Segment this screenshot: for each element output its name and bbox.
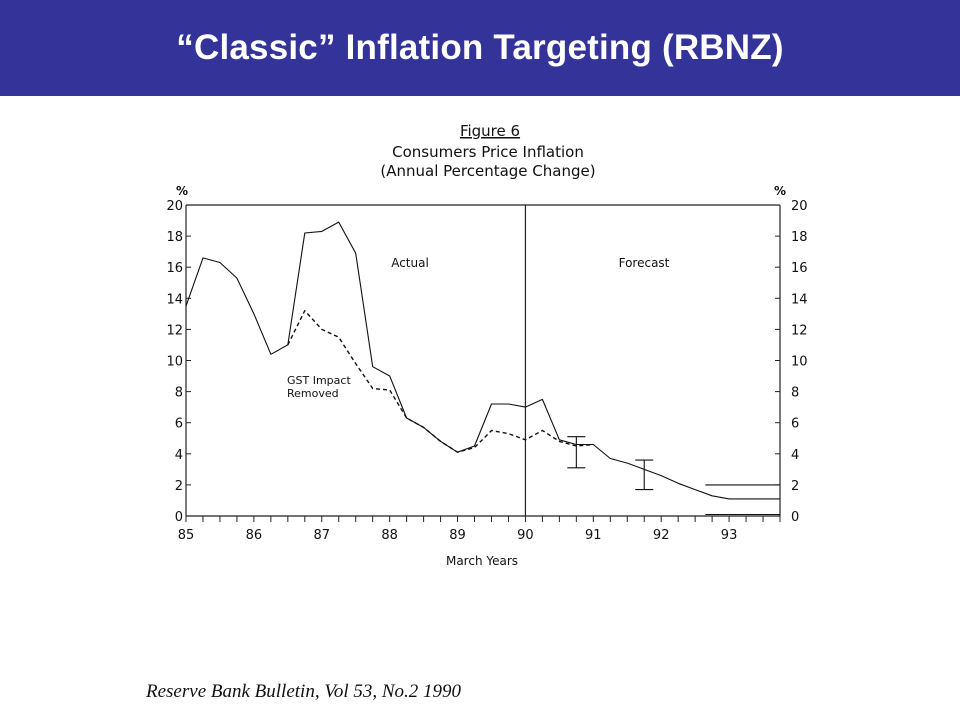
right-axis-unit: % [774, 184, 786, 198]
forecast-label: Forecast [619, 256, 670, 270]
x-tick-label: 85 [178, 528, 195, 543]
x-tick-label: 89 [449, 528, 466, 543]
y-tick-label-right: 6 [791, 417, 799, 432]
x-tick-label: 92 [653, 528, 670, 543]
x-axis-label: March Years [446, 554, 518, 568]
y-tick-label-right: 16 [791, 261, 808, 276]
y-tick-label-left: 18 [166, 230, 183, 245]
y-tick-label-right: 14 [791, 292, 808, 307]
y-tick-label-left: 0 [175, 510, 183, 525]
actual-label: Actual [391, 256, 429, 270]
y-tick-label-right: 12 [791, 323, 808, 338]
y-tick-label-right: 4 [791, 448, 799, 463]
slide-title: “Classic” Inflation Targeting (RBNZ) [176, 28, 784, 67]
y-tick-label-left: 14 [166, 292, 183, 307]
source-citation: Reserve Bank Bulletin, Vol 53, No.2 1990 [146, 681, 462, 702]
y-tick-label-right: 2 [791, 479, 799, 494]
gst-removed-line [287, 310, 594, 453]
y-tick-label-left: 2 [175, 479, 183, 494]
actual-line [185, 221, 780, 500]
gst-label-line1: GST Impact [287, 374, 351, 387]
y-tick-label-right: 8 [791, 386, 799, 401]
y-tick-label-left: 10 [166, 355, 183, 370]
chart-title: Consumers Price Inflation [392, 143, 584, 161]
x-tick-label: 88 [381, 528, 398, 543]
x-tick-label: 90 [517, 528, 534, 543]
x-tick-label: 93 [721, 528, 738, 543]
y-tick-label-left: 16 [166, 261, 183, 276]
y-tick-label-left: 20 [166, 199, 183, 214]
y-tick-label-left: 8 [175, 386, 183, 401]
gst-label-line2: Removed [287, 387, 339, 400]
x-tick-label: 86 [246, 528, 263, 543]
y-tick-label-right: 0 [791, 510, 799, 525]
chart-subtitle: (Annual Percentage Change) [380, 162, 595, 180]
x-tick-label: 91 [585, 528, 602, 543]
y-tick-label-left: 4 [175, 448, 183, 463]
figure-label: Figure 6 [460, 122, 520, 140]
y-tick-label-left: 6 [175, 417, 183, 432]
x-tick-label: 87 [313, 528, 330, 543]
y-tick-label-right: 18 [791, 230, 808, 245]
y-tick-label-left: 12 [166, 323, 183, 338]
y-tick-label-right: 20 [791, 199, 808, 214]
left-axis-unit: % [176, 184, 188, 198]
slide-title-bar: “Classic” Inflation Targeting (RBNZ) [0, 0, 960, 96]
y-tick-label-right: 10 [791, 355, 808, 370]
